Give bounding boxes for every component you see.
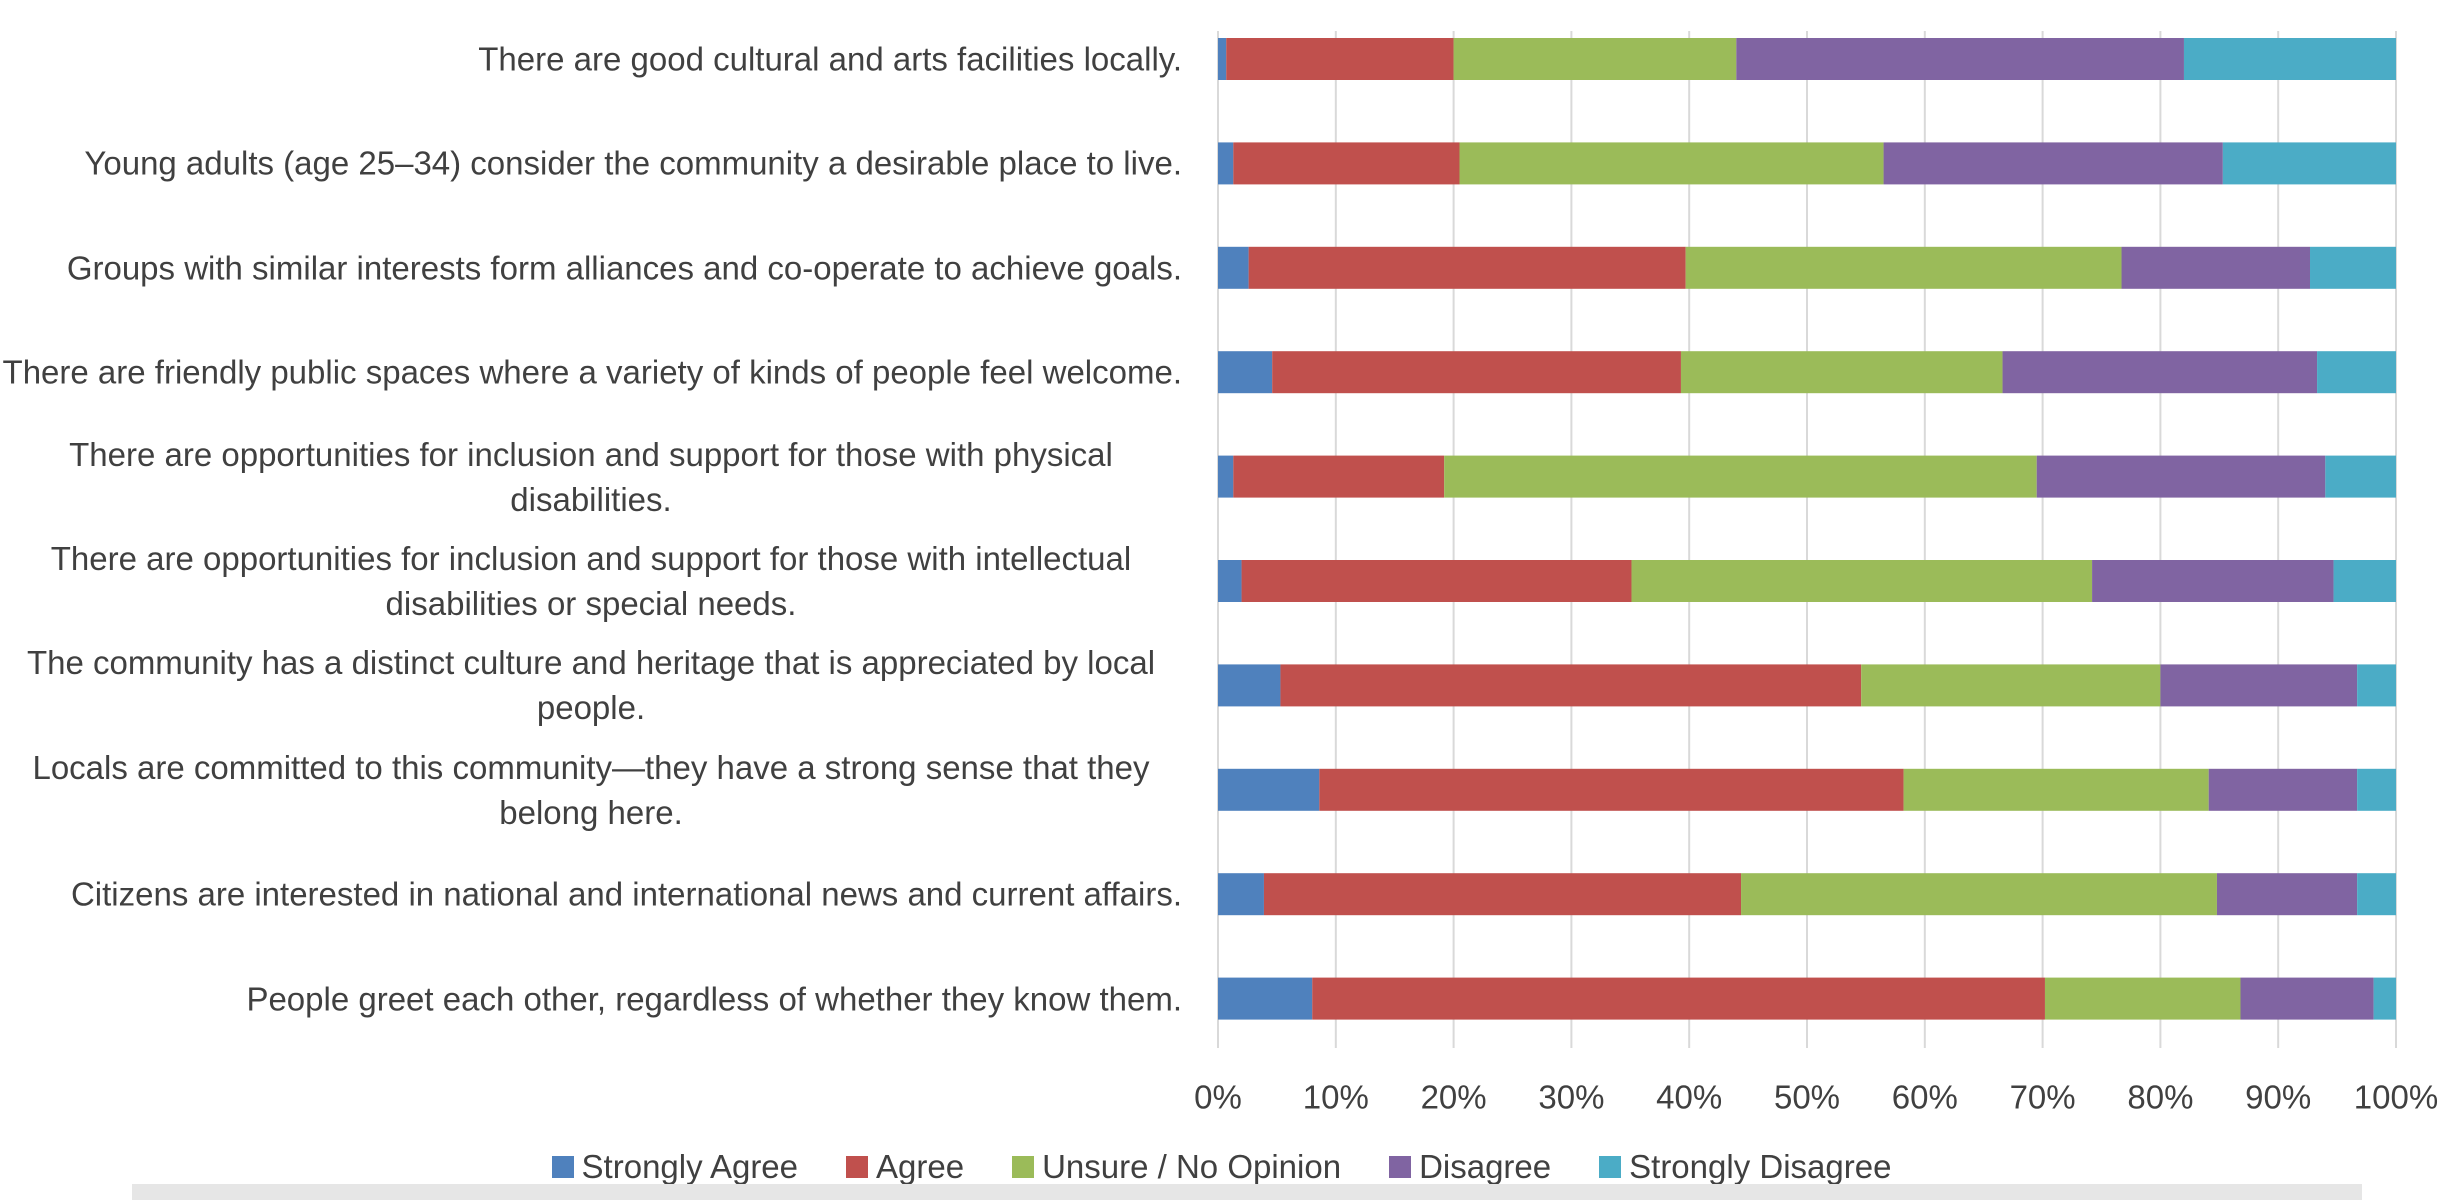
bar-segment: [2373, 977, 2396, 1020]
bar-segment: [1218, 977, 1313, 1020]
bar-segment: [1736, 38, 2184, 80]
x-tick-label: 20%: [1421, 1079, 1487, 1116]
bar-segment: [1218, 142, 1234, 185]
bar-segment: [1263, 873, 1742, 916]
bar-segment: [2357, 768, 2396, 811]
legend-item: Strongly Agree: [551, 1148, 799, 1186]
x-tick-label: 90%: [2245, 1079, 2311, 1116]
x-tick-label: 10%: [1303, 1079, 1369, 1116]
bar-segment: [1218, 873, 1264, 916]
bar-segment: [2333, 560, 2396, 602]
x-tick-label: 40%: [1656, 1079, 1722, 1116]
bar-segment: [1280, 664, 1862, 707]
bar-segment: [2240, 977, 2374, 1020]
bar-segment: [2121, 246, 2311, 289]
category-label: Locals are committed to this community—t…: [32, 748, 1150, 831]
bar-segment: [1272, 351, 1681, 394]
bar-segment: [1218, 768, 1320, 811]
bar-segment: [1233, 142, 1460, 185]
category-label: There are opportunities for inclusion an…: [50, 540, 1132, 622]
bar-segment: [1226, 38, 1454, 80]
bar-segment: [2044, 977, 2241, 1020]
bar-segment: [1218, 560, 1242, 602]
category-label: People greet each other, regardless of w…: [246, 980, 1182, 1018]
bar-segment: [2357, 873, 2396, 916]
bar-segment: [1248, 246, 1686, 289]
scrollbar: [132, 1184, 2362, 1200]
legend-item: Disagree: [1389, 1148, 1551, 1186]
bar-segment: [2325, 455, 2396, 498]
bar-segment: [2216, 873, 2358, 916]
bar-segment: [1903, 768, 2209, 811]
bar-segment: [1444, 455, 2037, 498]
bar-segment: [1861, 664, 2161, 707]
bar-segment: [1218, 246, 1249, 289]
bar-segment: [2036, 455, 2326, 498]
bar-segment: [1218, 351, 1273, 394]
bar-segment: [2310, 246, 2396, 289]
bar-segment: [2222, 142, 2396, 185]
legend-swatch: [1012, 1156, 1035, 1178]
bar-segment: [1883, 142, 2223, 185]
x-tick-label: 50%: [1774, 1079, 1840, 1116]
bar-segment: [2002, 351, 2318, 394]
category-label: Citizens are interested in national and …: [70, 875, 1182, 913]
bar-segment: [1218, 38, 1227, 80]
category-label: The community has a distinct culture and…: [26, 644, 1156, 727]
bar-segment: [1218, 664, 1281, 707]
bar-segment: [1459, 142, 1884, 185]
bar-segment: [2317, 351, 2396, 394]
category-label: There are friendly public spaces where a…: [2, 353, 1182, 391]
legend-swatch: [551, 1156, 574, 1178]
bar-segment: [1241, 560, 1632, 602]
legend-swatch: [1599, 1156, 1622, 1178]
bar-segment: [1218, 455, 1234, 498]
legend-item: Unsure / No Opinion: [1012, 1148, 1341, 1186]
legend-label: Strongly Disagree: [1629, 1148, 1892, 1185]
bar-segment: [2357, 664, 2396, 707]
bar-segment: [2092, 560, 2334, 602]
x-tick-label: 60%: [1892, 1079, 1958, 1116]
legend: Strongly Agree Agree Unsure / No Opinion Di…: [0, 1148, 2443, 1186]
x-tick-label: 0%: [1194, 1079, 1242, 1116]
bar-segment: [2160, 664, 2358, 707]
bar-segment: [1319, 768, 1904, 811]
x-tick-label: 30%: [1538, 1079, 1604, 1116]
bar-segment: [1741, 873, 2217, 916]
x-tick-label: 70%: [2010, 1079, 2076, 1116]
legend-swatch: [1389, 1156, 1412, 1178]
bar-segment: [1680, 351, 2003, 394]
bar-segment: [2183, 38, 2396, 80]
legend-item: Agree: [846, 1148, 964, 1186]
bar-segment: [1233, 455, 1445, 498]
legend-label: Agree: [876, 1148, 965, 1185]
x-tick-label: 80%: [2127, 1079, 2193, 1116]
bar-segment: [1312, 977, 2045, 1020]
legend-label: Strongly Agree: [581, 1148, 799, 1185]
x-tick-label: 100%: [2354, 1079, 2438, 1116]
category-label: Groups with similar interests form allia…: [66, 249, 1182, 287]
legend-item: Strongly Disagree: [1599, 1148, 1891, 1186]
bar-segment: [1631, 560, 2093, 602]
legend-swatch: [846, 1156, 869, 1178]
category-label: There are good cultural and arts facilit…: [478, 40, 1182, 78]
bar-segment: [2208, 768, 2358, 811]
bar-segment: [1453, 38, 1737, 80]
category-label: There are opportunities for inclusion an…: [69, 435, 1113, 518]
legend-label: Unsure / No Opinion: [1042, 1148, 1342, 1185]
category-label: Young adults (age 25–34) consider the co…: [84, 144, 1182, 182]
legend-label: Disagree: [1419, 1148, 1552, 1185]
bar-segment: [1685, 246, 2122, 289]
